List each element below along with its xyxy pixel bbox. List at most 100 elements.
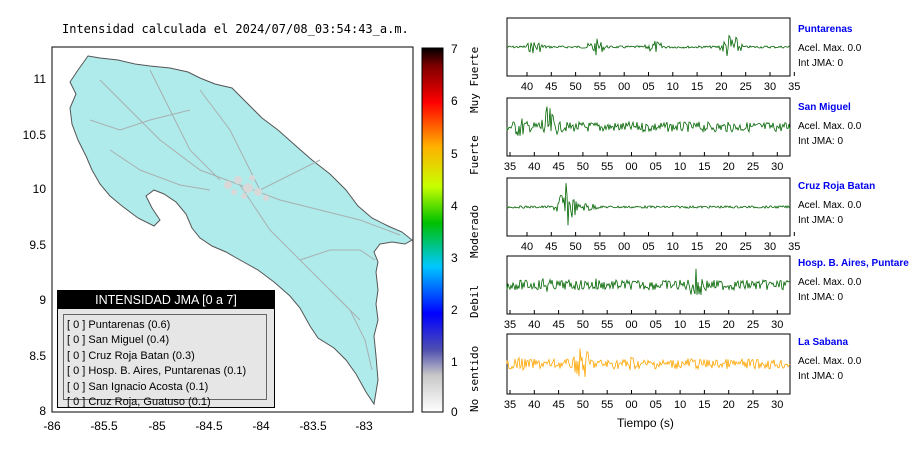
station-name: Puntarenas (798, 24, 853, 35)
time-tick-label: 35 (788, 81, 800, 93)
time-tick-label: 45 (545, 241, 557, 253)
lat-tick: 9 (39, 293, 46, 307)
time-tick-label: 20 (723, 161, 735, 173)
lon-tick: -85.5 (90, 419, 118, 433)
lat-axis: 11 10.5 10 9.5 9 8.5 8 (23, 72, 47, 418)
station-label-san-miguel: San Miguel Acel. Max. 0.0 Int JMA: 0 (798, 102, 861, 147)
time-tick-label: 05 (642, 241, 654, 253)
lon-tick: -85 (148, 419, 166, 433)
time-tick-label: 00 (618, 81, 630, 93)
time-tick-label: 55 (594, 81, 606, 93)
legend-item: [ 0 ] Hosp. B. Aires, Puntarenas (0.1) (67, 365, 247, 378)
time-tick-label: 50 (569, 81, 581, 93)
lon-tick: -83 (355, 419, 373, 433)
station-name: Hosp. B. Aires, Puntare (798, 258, 909, 269)
time-tick-label: 05 (650, 319, 662, 331)
colorbar-tick: 7 (451, 42, 458, 56)
time-tick-label: 30 (764, 81, 776, 93)
station-name: San Miguel (798, 102, 851, 113)
time-tick-label: 40 (521, 81, 533, 93)
station-name: Cruz Roja Batan (798, 181, 876, 192)
lon-tick: -86 (43, 419, 61, 433)
road-network (89, 69, 401, 371)
time-tick-label: 30 (764, 241, 776, 253)
station-int: Int JMA: 0 (798, 136, 844, 147)
waveform-frame (506, 255, 791, 315)
time-tick-label: 50 (577, 399, 589, 411)
legend-title: INTENSIDAD JMA [0 a 7] (58, 291, 274, 309)
time-tick-label: 20 (723, 319, 735, 331)
time-tick-label: 15 (698, 319, 710, 331)
time-axis-label: Tiempo (s) (617, 416, 674, 430)
colorbar-word: Muy Fuerte (468, 47, 481, 113)
time-tick-label: 40 (528, 319, 540, 331)
urban-points (224, 175, 269, 201)
station-label-puntarenas: Puntarenas Acel. Max. 0.0 Int JMA: 0 (798, 24, 861, 69)
colorbar-ticks: 7 6 5 4 3 2 1 0 (451, 42, 458, 419)
time-tick-label: 00 (625, 319, 637, 331)
colorbar-tick: 4 (451, 199, 458, 213)
colorbar-tick: 6 (451, 94, 458, 108)
lon-axis: -86 -85.5 -85 -84.5 -84 -83.5 -83 (43, 419, 373, 433)
waveform-trace (506, 348, 791, 378)
lon-tick: -84.5 (195, 419, 223, 433)
time-tick-label: 15 (698, 399, 710, 411)
lat-tick: 8.5 (29, 349, 46, 363)
station-int: Int JMA: 0 (798, 58, 844, 69)
lat-tick: 9.5 (29, 238, 46, 252)
time-tick-label: 45 (552, 161, 564, 173)
waveform-trace (506, 183, 791, 226)
station-acel: Acel. Max. 0.0 (798, 277, 862, 288)
station-int: Int JMA: 0 (798, 371, 844, 382)
time-tick-label: 30 (771, 399, 783, 411)
time-tick-label: 30 (771, 161, 783, 173)
lat-tick: 8 (39, 404, 46, 418)
station-int: Int JMA: 0 (798, 292, 844, 303)
legend-item: [ 0 ] Cruz Roja Batan (0.3) (67, 349, 195, 362)
time-tick-label: 25 (740, 81, 752, 93)
time-tick-label: 35 (504, 399, 516, 411)
time-tick-label: 35 (504, 161, 516, 173)
time-tick-label: 35 (504, 319, 516, 331)
time-tick-label: 15 (691, 241, 703, 253)
legend-item: [ 0 ] San Ignacio Acosta (0.1) (67, 380, 209, 393)
station-label-hosp-b-aires: Hosp. B. Aires, Puntare Acel. Max. 0.0 I… (798, 258, 909, 303)
time-tick-label: 10 (667, 241, 679, 253)
colorbar-word: No sentido (468, 346, 481, 412)
time-tick-label: 25 (740, 241, 752, 253)
time-tick-label: 30 (771, 319, 783, 331)
time-tick-label: 40 (528, 399, 540, 411)
time-tick-label: 25 (747, 161, 759, 173)
waveform-panels: 40 45 50 55 00 05 10 15 20 25 30 35 35 40 45 50 55 00 05 10… (504, 17, 800, 411)
waveform-trace (506, 268, 791, 296)
station-acel: Acel. Max. 0.0 (798, 121, 862, 132)
time-tick-label: 05 (642, 81, 654, 93)
time-tick-label: 05 (650, 161, 662, 173)
time-tick-label: 25 (747, 319, 759, 331)
station-acel: Acel. Max. 0.0 (798, 43, 862, 54)
colorbar-tick: 2 (451, 303, 458, 317)
station-name: La Sabana (798, 337, 849, 348)
time-tick-label: 25 (747, 399, 759, 411)
station-label-la-sabana: La Sabana Acel. Max. 0.0 Int JMA: 0 (798, 337, 861, 382)
waveform-trace (506, 106, 791, 136)
colorbar-tick: 5 (451, 147, 458, 161)
time-tick-label: 10 (674, 399, 686, 411)
map-title: Intensidad calculada el 2024/07/08_03:54… (62, 22, 409, 36)
time-tick-label: 55 (601, 319, 613, 331)
time-tick-label: 05 (650, 399, 662, 411)
time-tick-label: 10 (674, 161, 686, 173)
time-tick-label: 40 (521, 241, 533, 253)
station-label-cruz-roja-batan: Cruz Roja Batan Acel. Max. 0.0 Int JMA: … (798, 181, 875, 226)
colorbar-word: Fuerte (468, 135, 481, 175)
time-tick-label: 00 (625, 399, 637, 411)
map-land (69, 55, 413, 406)
time-tick-label: 15 (698, 161, 710, 173)
lon-tick: -83.5 (299, 419, 327, 433)
time-tick-label: 10 (667, 81, 679, 93)
time-tick-label: 45 (552, 399, 564, 411)
time-tick-label: 55 (601, 161, 613, 173)
legend-item: [ 0 ] Cruz Roja, Guatuso (0.1) (67, 396, 211, 409)
lon-tick: -84 (252, 419, 270, 433)
